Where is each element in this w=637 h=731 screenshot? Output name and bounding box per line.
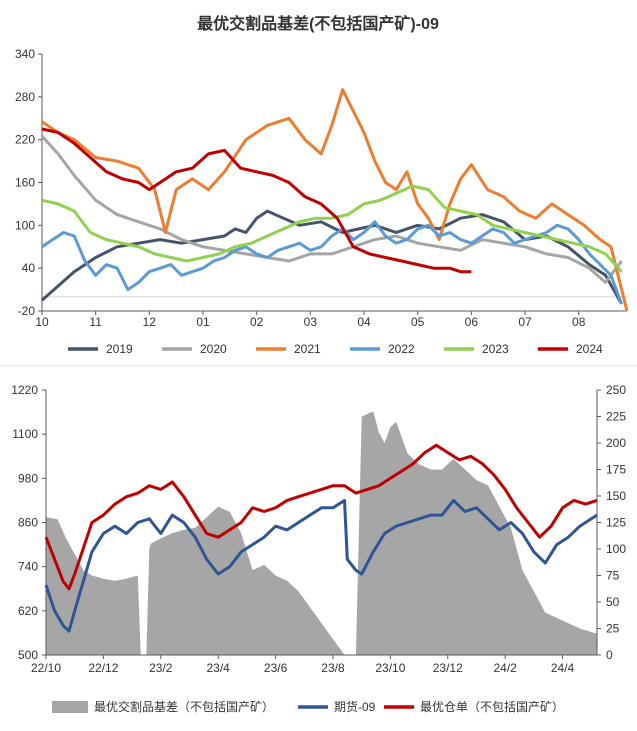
right-y-tick-label: 25 [606, 622, 620, 636]
chart-title: 最优交割品基差(不包括国产矿)-09 [197, 14, 439, 33]
x-tick-label: 08 [572, 315, 586, 329]
x-tick-label: 03 [304, 315, 318, 329]
y-tick-label: 100 [15, 218, 35, 232]
y-tick-label: 340 [15, 47, 35, 61]
left-y-tick-label: 620 [18, 604, 38, 618]
x-tick-label: 07 [518, 315, 532, 329]
y-tick-label: 220 [15, 133, 35, 147]
legend-label-2024: 2024 [576, 342, 603, 356]
legend-label-2022: 2022 [388, 342, 415, 356]
x-tick-label: 02 [250, 315, 264, 329]
left-y-tick-label: 740 [18, 560, 38, 574]
x-tick-label: 24/4 [551, 661, 575, 675]
x-tick-label: 23/8 [321, 661, 345, 675]
charts-canvas: 最优交割品基差(不包括国产矿)-09 34028022016010040-201… [0, 0, 637, 726]
left-y-tick-label: 1220 [11, 383, 38, 397]
legend-label: 最优仓单（不包括国产矿） [420, 699, 564, 714]
legend-label-2019: 2019 [106, 342, 133, 356]
right-y-tick-label: 75 [606, 569, 620, 583]
x-tick-label: 04 [357, 315, 371, 329]
x-tick-label: 23/12 [433, 661, 463, 675]
x-tick-label: 22/10 [31, 661, 61, 675]
right-y-tick-label: 175 [606, 463, 626, 477]
x-tick-label: 24/2 [493, 661, 517, 675]
x-tick-label: 01 [196, 315, 210, 329]
x-tick-label: 23/6 [264, 661, 288, 675]
right-y-tick-label: 50 [606, 595, 620, 609]
legend-label-2020: 2020 [200, 342, 227, 356]
chart-stage: 最优交割品基差(不包括国产矿)-09 340 280 220 160 100 40 -20 1… [0, 0, 637, 726]
y-tick-label: -20 [18, 304, 36, 318]
legend-label: 最优交割品基差（不包括国产矿） [94, 699, 274, 714]
right-y-tick-label: 0 [606, 648, 613, 662]
x-tick-label: 23/4 [207, 661, 231, 675]
y-tick-label: 280 [15, 90, 35, 104]
legend-label: 期货-09 [334, 699, 376, 714]
y-tick-label: 160 [15, 176, 35, 190]
right-y-tick-label: 225 [606, 410, 626, 424]
right-y-tick-label: 200 [606, 436, 626, 450]
x-tick-label: 12 [143, 315, 157, 329]
legend-swatch-basis [52, 701, 88, 713]
right-y-tick-label: 250 [606, 383, 626, 397]
legend-label-2023: 2023 [482, 342, 509, 356]
left-y-tick-label: 980 [18, 471, 38, 485]
x-tick-label: 23/10 [375, 661, 405, 675]
right-y-tick-label: 150 [606, 489, 626, 503]
y-tick-label: 40 [22, 261, 36, 275]
x-tick-label: 05 [411, 315, 425, 329]
x-tick-label: 06 [465, 315, 479, 329]
right-y-tick-label: 100 [606, 542, 626, 556]
x-tick-label: 11 [89, 315, 102, 329]
left-y-tick-label: 860 [18, 516, 38, 530]
x-tick-label: 23/2 [149, 661, 173, 675]
x-tick-label: 22/12 [88, 661, 118, 675]
left-y-tick-label: 500 [18, 648, 38, 662]
legend-label-2021: 2021 [294, 342, 321, 356]
left-y-tick-label: 1100 [12, 427, 38, 441]
right-y-tick-label: 125 [606, 516, 626, 530]
x-tick-label: 10 [35, 315, 49, 329]
